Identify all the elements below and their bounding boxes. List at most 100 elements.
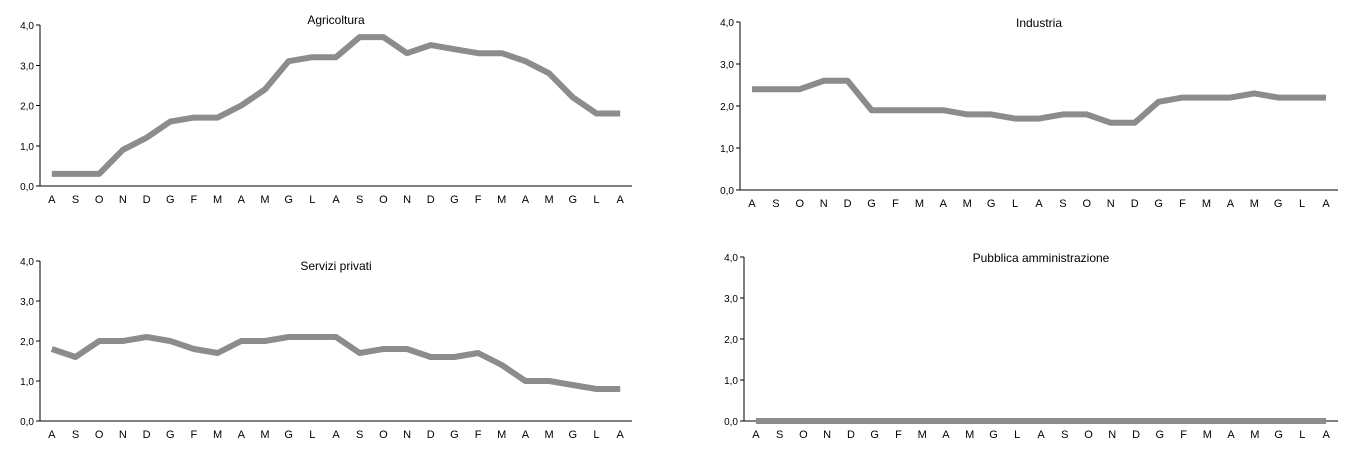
x-tick-label: A xyxy=(1035,198,1043,210)
x-tick-label: G xyxy=(1274,429,1283,441)
x-tick-label: F xyxy=(475,429,482,441)
x-tick-label: G xyxy=(569,429,578,441)
x-tick-label: M xyxy=(1250,198,1259,210)
y-tick-label: 4,0 xyxy=(20,21,34,32)
x-tick-label: M xyxy=(213,429,222,441)
x-tick-label: G xyxy=(284,429,293,441)
y-tick-label: 1,0 xyxy=(20,142,34,153)
x-tick-label: D xyxy=(427,429,435,441)
x-tick-label: A xyxy=(1227,198,1235,210)
y-tick-label: 1,0 xyxy=(20,377,34,388)
x-tick-label: F xyxy=(191,194,198,206)
x-tick-label: M xyxy=(213,194,222,206)
x-tick-label: A xyxy=(942,429,950,441)
x-tick-label: O xyxy=(796,198,805,210)
x-tick-label: D xyxy=(844,198,852,210)
x-tick-label: A xyxy=(940,198,948,210)
x-tick-label: M xyxy=(497,429,506,441)
x-tick-label: D xyxy=(847,429,855,441)
x-tick-label: M xyxy=(1202,198,1211,210)
y-tick-label: 1,0 xyxy=(720,144,734,155)
y-tick-label: 3,0 xyxy=(20,297,34,308)
chart-title: Industria xyxy=(1016,16,1062,30)
x-tick-label: F xyxy=(475,194,482,206)
x-tick-label: G xyxy=(1154,198,1163,210)
x-tick-label: G xyxy=(450,429,459,441)
x-tick-label: L xyxy=(1299,198,1305,210)
series-line xyxy=(50,334,621,392)
x-tick-label: M xyxy=(1250,429,1259,441)
x-tick-label: N xyxy=(1107,198,1115,210)
x-tick-label: A xyxy=(522,429,530,441)
x-tick-label: O xyxy=(799,429,808,441)
x-tick-label: A xyxy=(616,194,624,206)
y-tick-label: 0,0 xyxy=(20,182,34,193)
y-tick-label: 0,0 xyxy=(724,417,738,428)
y-tick-label: 3,0 xyxy=(724,294,738,305)
x-tick-label: A xyxy=(48,429,56,441)
x-tick-label: L xyxy=(1012,198,1018,210)
x-tick-label: A xyxy=(332,429,340,441)
x-tick-label: F xyxy=(1180,429,1187,441)
series-line xyxy=(752,77,1326,126)
chart-panel: Servizi privati 0,0 1,0 2,0 3,0 4,0 A S O N D G F M A M… xyxy=(20,257,632,441)
y-tick-label: 2,0 xyxy=(20,337,34,348)
chart-panel: Industria 0,0 1,0 2,0 3,0 4,0 A S O N D G F M A M G L A S O N… xyxy=(720,16,1338,210)
x-tick-label: O xyxy=(95,194,104,206)
x-tick-label: M xyxy=(1203,429,1212,441)
x-tick-label: G xyxy=(450,194,459,206)
x-tick-label: L xyxy=(1299,429,1305,441)
x-tick-label: A xyxy=(1322,198,1330,210)
x-tick-label: A xyxy=(238,429,246,441)
x-tick-label: A xyxy=(616,429,624,441)
x-tick-label: M xyxy=(260,194,269,206)
chart-title: Pubblica amministrazione xyxy=(973,251,1110,265)
y-tick-label: 2,0 xyxy=(724,335,738,346)
x-tick-label: G xyxy=(1274,198,1283,210)
chart-title: Agricoltura xyxy=(307,13,365,27)
y-tick-label: 1,0 xyxy=(724,376,738,387)
x-tick-label: L xyxy=(1014,429,1020,441)
x-tick-label: A xyxy=(522,194,530,206)
x-tick-label: G xyxy=(870,429,879,441)
y-tick-label: 3,0 xyxy=(20,61,34,72)
chart-panel: Agricoltura 0,0 1,0 2,0 3,0 4,0 A S O N D G F M A M G L A S… xyxy=(20,13,632,206)
x-tick-label: M xyxy=(918,429,927,441)
x-tick-label: N xyxy=(403,194,411,206)
x-tick-label: O xyxy=(379,194,388,206)
x-tick-label: A xyxy=(238,194,246,206)
y-tick-label: 4,0 xyxy=(20,257,34,268)
x-tick-label: N xyxy=(403,429,411,441)
chart-panel: Pubblica amministrazione 0,0 1,0 2,0 3,0 4,0 A… xyxy=(724,251,1338,441)
x-tick-label: M xyxy=(915,198,924,210)
x-tick-label: O xyxy=(1083,198,1092,210)
x-tick-label: D xyxy=(1131,198,1139,210)
x-tick-label: A xyxy=(748,198,756,210)
y-tick-label: 4,0 xyxy=(724,253,738,264)
x-tick-label: A xyxy=(48,194,56,206)
x-tick-label: F xyxy=(895,429,902,441)
x-tick-label: A xyxy=(1322,429,1330,441)
x-tick-label: G xyxy=(569,194,578,206)
x-tick-label: S xyxy=(776,429,783,441)
series-line xyxy=(51,34,621,177)
x-tick-label: L xyxy=(593,194,599,206)
y-tick-label: 4,0 xyxy=(720,18,734,29)
x-tick-label: N xyxy=(820,198,828,210)
x-tick-label: G xyxy=(989,429,998,441)
y-tick-label: 2,0 xyxy=(720,102,734,113)
x-tick-label: M xyxy=(963,198,972,210)
x-tick-label: A xyxy=(1037,429,1045,441)
x-tick-label: S xyxy=(72,194,79,206)
x-tick-label: D xyxy=(143,194,151,206)
x-tick-label: A xyxy=(752,429,760,441)
x-tick-label: G xyxy=(987,198,996,210)
x-tick-label: A xyxy=(332,194,340,206)
x-tick-label: S xyxy=(1061,429,1068,441)
x-tick-label: F xyxy=(892,198,899,210)
x-tick-label: F xyxy=(1179,198,1186,210)
x-tick-label: S xyxy=(1059,198,1066,210)
x-tick-label: G xyxy=(166,429,175,441)
x-tick-label: S xyxy=(356,429,363,441)
